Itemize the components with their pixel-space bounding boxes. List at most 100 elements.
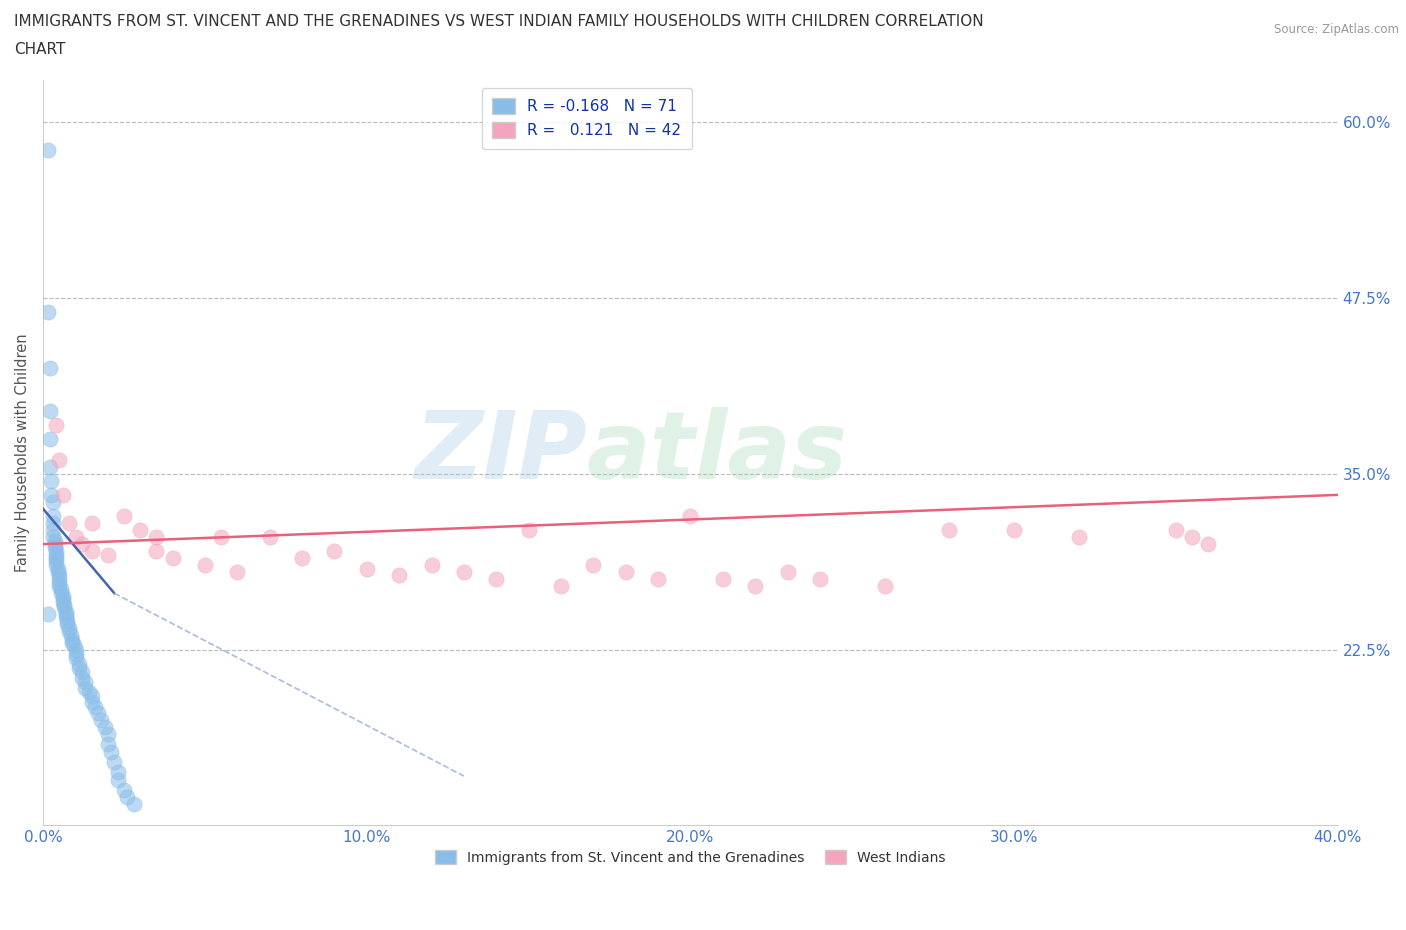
Point: [42, 509, 65, 524]
Point: [52, 594, 75, 609]
Point: [77, 684, 100, 699]
Point: [1067, 529, 1090, 544]
Point: [49, 581, 72, 596]
Point: [75, 674, 97, 689]
Point: [873, 578, 896, 593]
Point: [107, 773, 129, 788]
Point: [485, 572, 508, 587]
Point: [453, 565, 475, 579]
Point: [259, 529, 281, 544]
Point: [52, 591, 75, 606]
Point: [48, 452, 70, 467]
Point: [45, 548, 67, 563]
Point: [38, 361, 60, 376]
Point: [808, 572, 831, 587]
Text: ZIP: ZIP: [413, 406, 586, 498]
Point: [58, 621, 80, 636]
Point: [103, 754, 125, 769]
Point: [52, 487, 75, 502]
Point: [97, 737, 120, 751]
Point: [55, 604, 77, 619]
Point: [55, 610, 77, 625]
Point: [75, 680, 97, 695]
Point: [53, 597, 76, 612]
Point: [70, 665, 93, 680]
Point: [80, 688, 103, 703]
Point: [37, 607, 59, 622]
Point: [679, 509, 702, 524]
Point: [100, 745, 122, 760]
Point: [122, 797, 145, 812]
Point: [162, 551, 184, 565]
Point: [97, 726, 120, 741]
Point: [117, 790, 139, 804]
Point: [38, 403, 60, 418]
Point: [42, 523, 65, 538]
Point: [420, 558, 443, 573]
Point: [39, 473, 62, 488]
Point: [37, 305, 59, 320]
Point: [209, 529, 232, 544]
Point: [65, 642, 87, 657]
Point: [53, 600, 76, 615]
Point: [48, 578, 70, 593]
Point: [44, 537, 66, 551]
Point: [45, 544, 67, 559]
Point: [48, 576, 70, 591]
Point: [711, 572, 734, 587]
Point: [39, 487, 62, 502]
Point: [42, 495, 65, 510]
Point: [55, 607, 77, 622]
Text: CHART: CHART: [14, 42, 66, 57]
Point: [776, 565, 799, 579]
Point: [52, 589, 75, 604]
Point: [65, 651, 87, 666]
Point: [70, 671, 93, 685]
Point: [112, 783, 135, 798]
Point: [46, 565, 69, 579]
Point: [356, 562, 378, 577]
Legend: Immigrants from St. Vincent and the Grenadines, West Indians: Immigrants from St. Vincent and the Gren…: [430, 844, 952, 870]
Point: [48, 567, 70, 582]
Point: [80, 515, 103, 530]
Point: [90, 712, 112, 727]
Y-axis label: Family Households with Children: Family Households with Children: [15, 333, 30, 572]
Point: [38, 459, 60, 474]
Point: [1197, 537, 1219, 551]
Point: [226, 565, 249, 579]
Point: [93, 720, 115, 735]
Point: [58, 624, 80, 639]
Point: [44, 539, 66, 554]
Point: [63, 638, 86, 653]
Point: [1164, 523, 1187, 538]
Point: [56, 617, 79, 631]
Point: [87, 705, 110, 720]
Point: [388, 567, 411, 582]
Point: [45, 558, 67, 573]
Point: [80, 694, 103, 709]
Point: [45, 553, 67, 568]
Point: [1002, 523, 1025, 538]
Point: [70, 537, 93, 551]
Point: [550, 578, 572, 593]
Point: [37, 143, 59, 158]
Text: Source: ZipAtlas.com: Source: ZipAtlas.com: [1274, 23, 1399, 36]
Point: [80, 544, 103, 559]
Point: [59, 628, 82, 643]
Point: [614, 565, 637, 579]
Text: IMMIGRANTS FROM ST. VINCENT AND THE GRENADINES VS WEST INDIAN FAMILY HOUSEHOLDS : IMMIGRANTS FROM ST. VINCENT AND THE GREN…: [14, 14, 984, 29]
Point: [1181, 529, 1204, 544]
Point: [647, 572, 669, 587]
Point: [112, 509, 135, 524]
Point: [582, 558, 605, 573]
Point: [58, 515, 80, 530]
Text: atlas: atlas: [586, 406, 848, 498]
Point: [194, 558, 217, 573]
Point: [938, 523, 960, 538]
Point: [107, 764, 129, 779]
Point: [67, 660, 90, 675]
Point: [45, 418, 67, 432]
Point: [145, 529, 167, 544]
Point: [45, 551, 67, 565]
Point: [60, 632, 83, 647]
